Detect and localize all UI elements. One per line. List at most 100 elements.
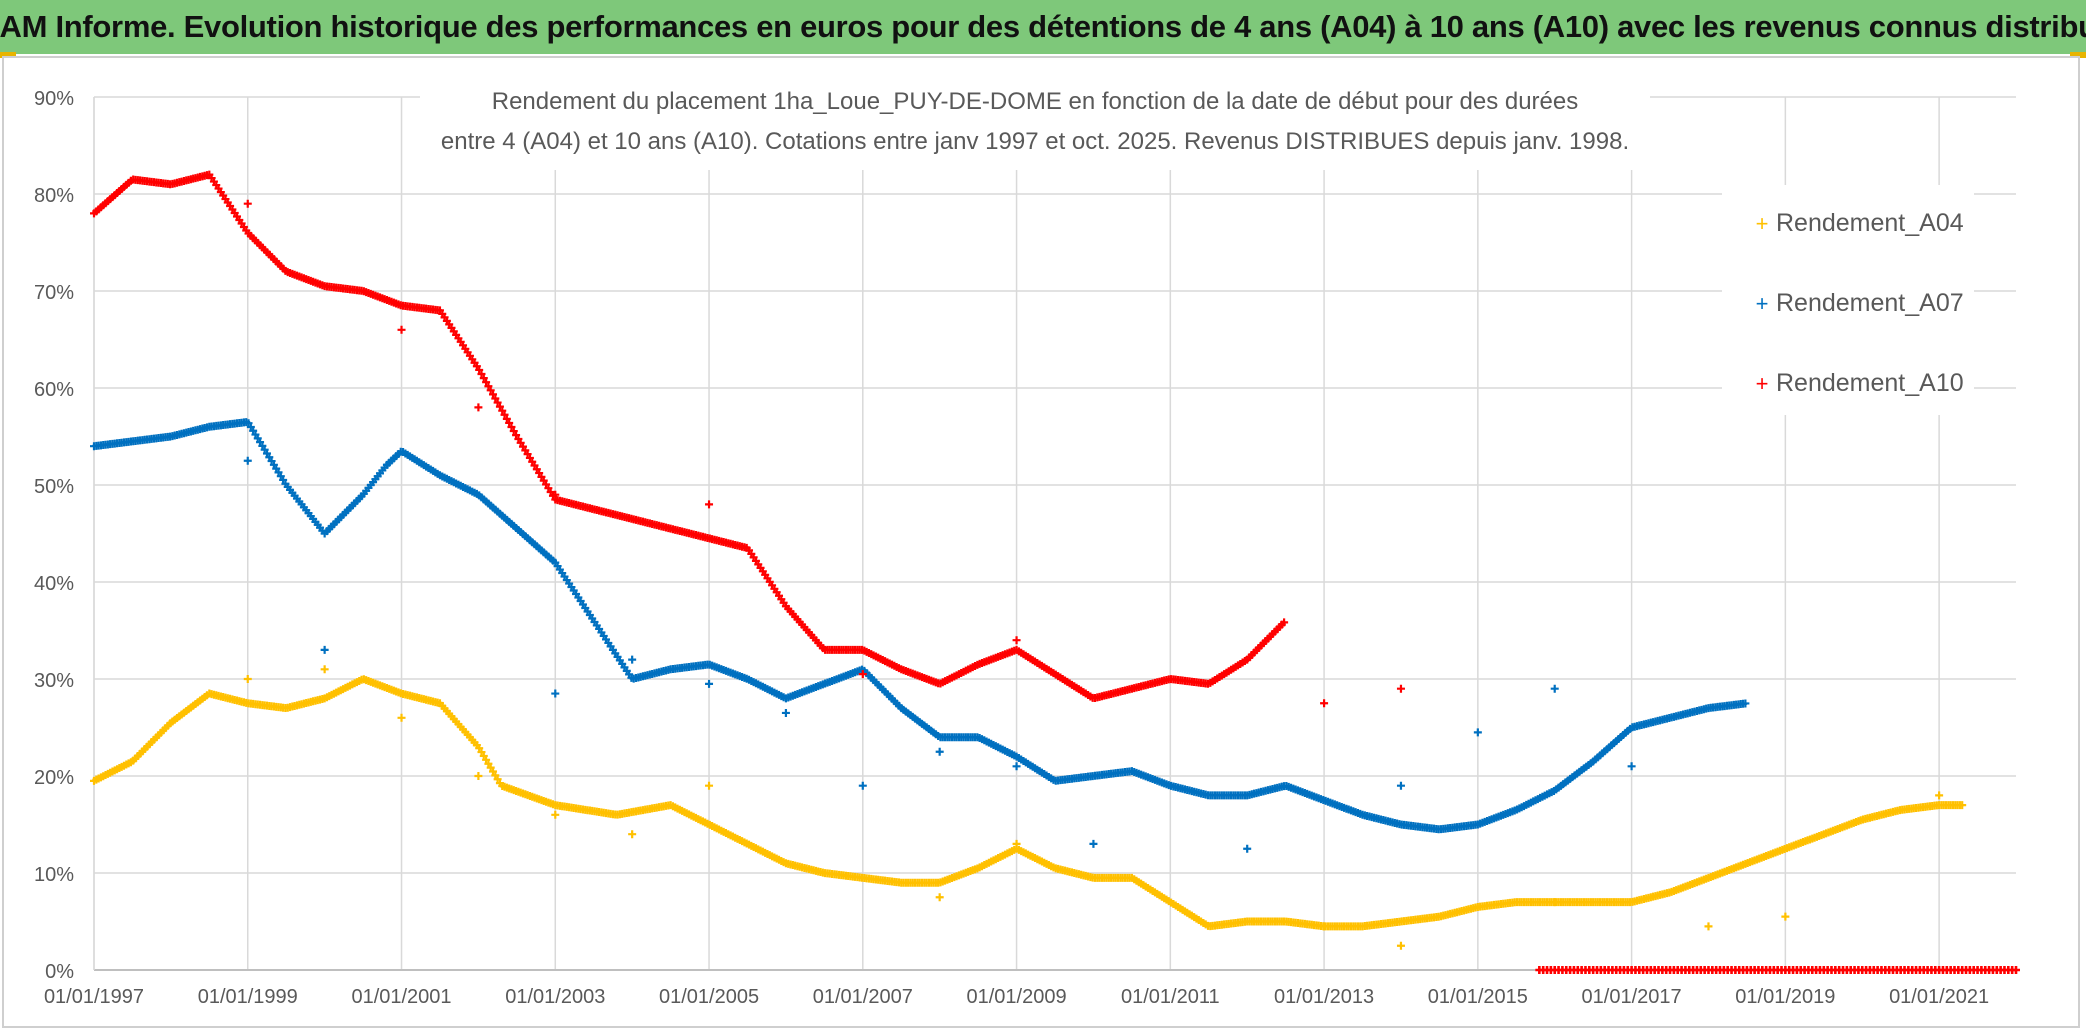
legend-marker-a04: + xyxy=(1756,211,1769,236)
y-tick-label: 90% xyxy=(34,88,74,110)
outlier-point-rendement-a10 xyxy=(1012,636,1021,645)
y-tick-label: 30% xyxy=(34,670,74,692)
header-bar: ADAM Informe. Evolution historique des p… xyxy=(0,0,2086,54)
tick-layer: 0% 10% 20% 30% 40% 50% 60% 70% 80% 90% 01/01/1997 0… xyxy=(34,88,1989,1008)
x-tick-label: 01/01/2007 xyxy=(813,986,913,1008)
legend-label-a10: Rendement_A10 xyxy=(1776,369,1964,397)
outlier-point-rendement-a07 xyxy=(1396,781,1405,790)
legend-marker-a10: + xyxy=(1756,371,1769,396)
x-tick-label: 01/01/2001 xyxy=(351,986,451,1008)
outlier-point-rendement-a04 xyxy=(320,665,329,674)
chart-title-line1: Rendement du placement 1ha_Loue_PUY-DE-D… xyxy=(492,88,1579,115)
outlier-point-rendement-a07 xyxy=(551,689,560,698)
outlier-point-rendement-a10 xyxy=(243,199,252,208)
data-point-rendement-a10 xyxy=(489,390,498,399)
outlier-point-rendement-a04 xyxy=(1396,941,1405,950)
y-tick-label: 60% xyxy=(34,379,74,401)
outlier-point-rendement-a07 xyxy=(1627,762,1636,771)
legend-label-a07: Rendement_A07 xyxy=(1776,289,1964,317)
y-tick-label: 0% xyxy=(45,961,74,983)
outlier-point-rendement-a04 xyxy=(1781,912,1790,921)
header-title: ADAM Informe. Evolution historique des p… xyxy=(0,9,2086,44)
outlier-point-rendement-a07 xyxy=(243,456,252,465)
y-tick-label: 20% xyxy=(34,767,74,789)
data-point-rendement-a10 xyxy=(495,402,504,411)
series-rendement-a07 xyxy=(90,418,1750,853)
chart-title-line2: entre 4 (A04) et 10 ans (A10). Cotations… xyxy=(441,128,1629,155)
data-point-rendement-a10 xyxy=(484,382,493,391)
outlier-point-rendement-a04 xyxy=(1320,922,1329,931)
y-tick-label: 10% xyxy=(34,864,74,886)
outlier-point-rendement-a07 xyxy=(781,708,790,717)
data-layer xyxy=(90,170,2020,974)
outlier-point-rendement-a04 xyxy=(1012,839,1021,848)
data-point-rendement-a10 xyxy=(502,414,511,423)
data-point-rendement-a10 xyxy=(486,386,495,395)
outlier-point-rendement-a04 xyxy=(1550,898,1559,907)
data-point-rendement-a10 xyxy=(507,422,516,431)
x-tick-label: 01/01/2013 xyxy=(1274,986,1374,1008)
outlier-point-rendement-a04 xyxy=(551,810,560,819)
corner-accent-left xyxy=(0,52,16,58)
outlier-point-rendement-a04 xyxy=(1704,922,1713,931)
outlier-point-rendement-a07 xyxy=(705,679,714,688)
data-point-rendement-a10 xyxy=(477,370,486,379)
legend-marker-a07: + xyxy=(1756,291,1769,316)
x-tick-label: 01/01/2021 xyxy=(1889,986,1989,1008)
outlier-point-rendement-a10 xyxy=(397,325,406,334)
outlier-point-rendement-a07 xyxy=(628,655,637,664)
x-tick-label: 01/01/2009 xyxy=(967,986,1067,1008)
outlier-point-rendement-a04 xyxy=(474,772,483,780)
outlier-point-rendement-a07 xyxy=(858,781,867,790)
y-tick-label: 80% xyxy=(34,185,74,207)
corner-accent-right xyxy=(2070,52,2086,58)
outlier-point-rendement-a04 xyxy=(397,713,406,722)
data-point-rendement-a04 xyxy=(1958,801,1967,810)
data-point-rendement-a10 xyxy=(509,427,518,436)
x-tick-label: 01/01/2003 xyxy=(505,986,605,1008)
outlier-point-rendement-a07 xyxy=(1089,839,1098,848)
outlier-point-rendement-a07 xyxy=(935,747,944,756)
x-tick-label: 01/01/1997 xyxy=(44,986,144,1008)
outlier-point-rendement-a04 xyxy=(628,830,637,839)
x-tick-label: 01/01/2011 xyxy=(1121,986,1220,1008)
outlier-point-rendement-a10 xyxy=(705,500,714,509)
outlier-point-rendement-a10 xyxy=(551,490,560,499)
data-point-rendement-a10 xyxy=(482,378,491,387)
legend-background xyxy=(1722,185,1974,415)
outlier-point-rendement-a10 xyxy=(474,403,483,412)
y-tick-label: 50% xyxy=(34,476,74,498)
data-point-rendement-a10 xyxy=(491,394,500,403)
series-rendement-a10 xyxy=(90,170,2020,974)
outlier-point-rendement-a07 xyxy=(1473,728,1482,737)
outlier-point-rendement-a04 xyxy=(705,781,714,790)
y-tick-label: 70% xyxy=(34,282,74,304)
x-tick-label: 01/01/2005 xyxy=(659,986,759,1008)
outlier-point-rendement-a04 xyxy=(243,675,252,683)
outlier-point-rendement-a10 xyxy=(858,670,867,679)
title-background xyxy=(420,82,1650,170)
x-tick-label: 01/01/2015 xyxy=(1428,986,1528,1008)
outlier-point-rendement-a07 xyxy=(1243,844,1252,853)
data-point-rendement-a10 xyxy=(479,374,488,383)
outlier-point-rendement-a10 xyxy=(1320,699,1329,708)
outlier-point-rendement-a04 xyxy=(1935,791,1944,800)
data-point-rendement-a10 xyxy=(500,410,509,419)
legend-label-a04: Rendement_A04 xyxy=(1776,209,1964,237)
zero-point-rendement-a10 xyxy=(2012,966,2020,974)
data-point-rendement-a10 xyxy=(475,365,484,374)
outlier-point-rendement-a07 xyxy=(1012,762,1021,771)
data-point-rendement-a10 xyxy=(1280,618,1289,627)
series-rendement-a04 xyxy=(90,665,1967,950)
data-point-rendement-a07 xyxy=(1741,699,1750,708)
x-tick-label: 01/01/2017 xyxy=(1582,986,1682,1008)
data-point-rendement-a10 xyxy=(498,406,507,415)
outlier-point-rendement-a07 xyxy=(320,645,329,654)
data-point-rendement-a10 xyxy=(505,418,514,427)
x-tick-label: 01/01/2019 xyxy=(1735,986,1835,1008)
data-point-rendement-a10 xyxy=(493,398,502,407)
y-tick-label: 40% xyxy=(34,573,74,595)
outlier-point-rendement-a07 xyxy=(1550,684,1559,693)
outlier-point-rendement-a04 xyxy=(935,893,944,902)
